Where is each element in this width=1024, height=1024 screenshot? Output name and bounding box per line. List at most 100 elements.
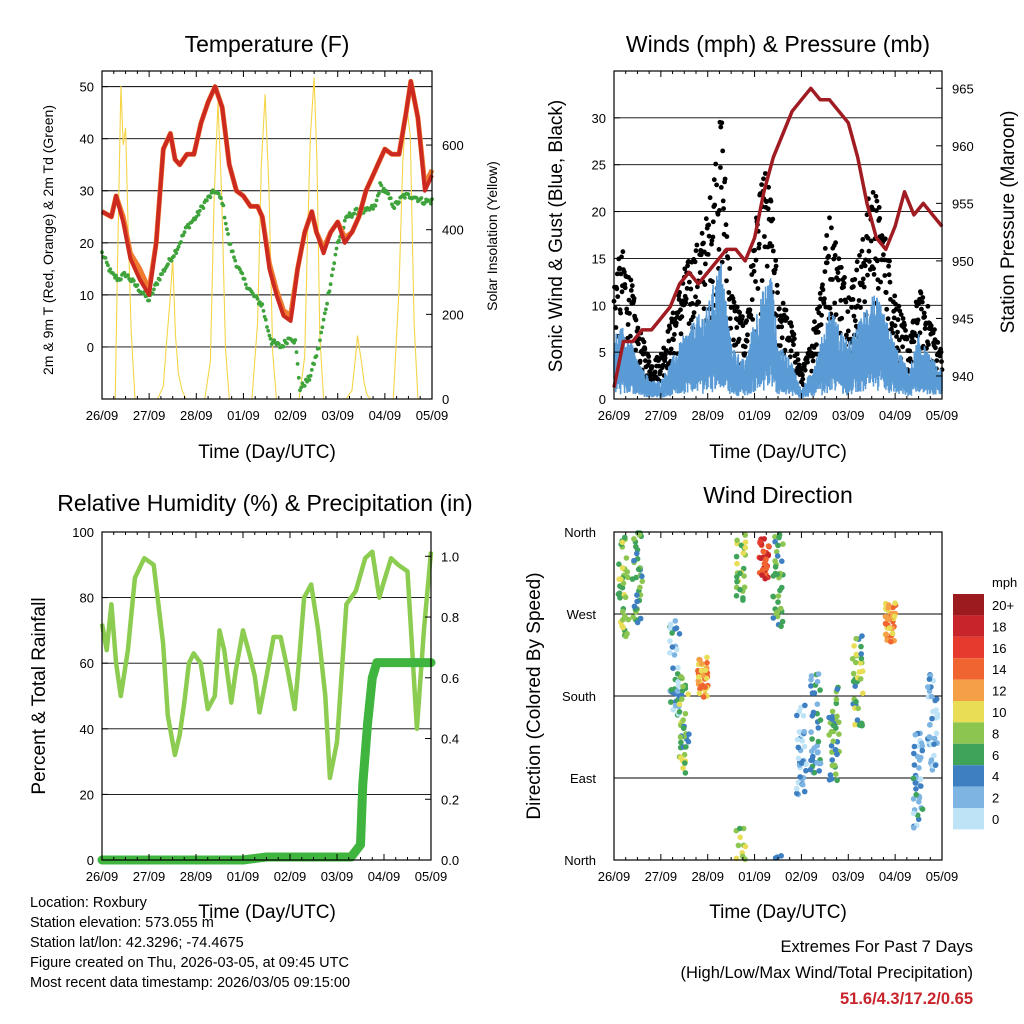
gust-point [859,264,864,270]
dewpoint-point [225,227,229,232]
colorbar-label: 4 [992,769,999,784]
wind-direction-point [860,690,866,697]
gust-point [862,299,868,305]
dewpoint-point [314,354,319,358]
wind-direction-point [667,638,673,644]
wind-direction-point [630,614,636,620]
wind-direction-point [814,701,821,707]
wind-direction-point [761,560,768,567]
gust-point [859,248,865,254]
gust-point [716,247,722,252]
gust-point [851,313,857,319]
wind-direction-point [670,707,677,713]
y-tick-label: 5 [599,345,606,360]
gust-point [832,253,838,258]
wind-direction-ylabel: Direction (Colored By Speed) [524,572,545,819]
colorbar-swatch [953,615,984,637]
humidity-title: Relative Humidity (%) & Precipitation (i… [57,490,472,516]
gust-point [765,206,771,212]
gust-point [904,336,910,342]
wind-direction-point [931,752,937,759]
precipitation-line [97,658,436,865]
gust-point [703,216,709,222]
colorbar-swatch [953,679,984,701]
gust-point [852,318,858,324]
dewpoint-point [328,282,333,287]
gust-point [759,182,764,188]
gust-point [625,322,631,327]
gust-point [710,279,715,284]
wind-direction-point [811,769,818,776]
gust-point [838,298,844,303]
gust-point [875,286,881,291]
wind-direction-point [773,549,780,555]
dewpoint-point [131,278,136,283]
wind-direction-point [817,760,824,767]
wind-direction-point [637,615,644,622]
wind-direction-point [678,692,685,698]
y-tick-label: 0 [599,392,606,407]
y2-tick-label: 0.2 [441,792,459,807]
wind-direction-point [794,736,801,743]
gust-point [900,344,905,350]
dewpoint-point [268,337,273,341]
gust-point [626,297,632,303]
gust-point [676,297,682,302]
gust-point [689,301,695,306]
gust-point [836,277,841,283]
gust-point [854,267,860,273]
gust-point [615,294,621,299]
dewpoint-point [243,282,248,287]
gust-point [672,332,677,337]
wind-direction-point [853,698,859,705]
wind-direction-point [742,544,749,551]
dewpoint-point [403,195,407,200]
gust-point [789,323,794,329]
gust-point [874,198,880,204]
gust-point [624,306,630,312]
gust-point [838,265,844,270]
gust-point [688,286,694,292]
dewpoint-point [260,302,265,307]
gust-point [697,270,703,275]
x-tick-label: 28/09 [180,869,213,884]
gust-point [635,325,641,331]
gust-point [727,316,733,321]
gust-point [631,296,637,301]
wind-direction-point [680,725,687,732]
temperature-xlabel: Time (Day/UTC) [198,442,336,463]
x-tick-label: 03/09 [832,869,865,884]
wind-direction-point [826,714,832,721]
gust-point [742,351,748,357]
wind-direction-point [740,595,746,601]
gust-point [709,238,715,244]
dewpoint-point [354,206,359,211]
dewpoint-point [223,221,228,226]
gust-point [696,299,702,305]
wind-direction-point [834,751,840,758]
wind-direction-point [801,743,808,750]
wind-direction-point [779,558,785,564]
gust-point [725,255,731,261]
wind-direction-point [859,633,865,639]
solar-ylabel: Solar Insolation (Yellow) [484,161,500,311]
gust-point [707,195,713,201]
gust-point [879,233,885,239]
x-tick-label: 01/09 [227,869,260,884]
dewpoint-point [255,297,260,301]
wind-direction-point [737,586,743,593]
gust-point [876,205,882,210]
y-tick-label: 10 [592,298,606,313]
colorbar-swatch [953,722,984,744]
wind-direction-point [919,806,926,812]
dewpoint-point [388,196,393,201]
y-tick-label: 80 [80,591,94,606]
wind-direction-point [933,730,940,737]
gust-point [800,372,805,378]
x-tick-label: 05/09 [926,869,959,884]
dewpoint-point [265,325,269,329]
gust-point [926,342,931,347]
gust-point [717,208,722,213]
wind-direction-point [682,710,689,717]
